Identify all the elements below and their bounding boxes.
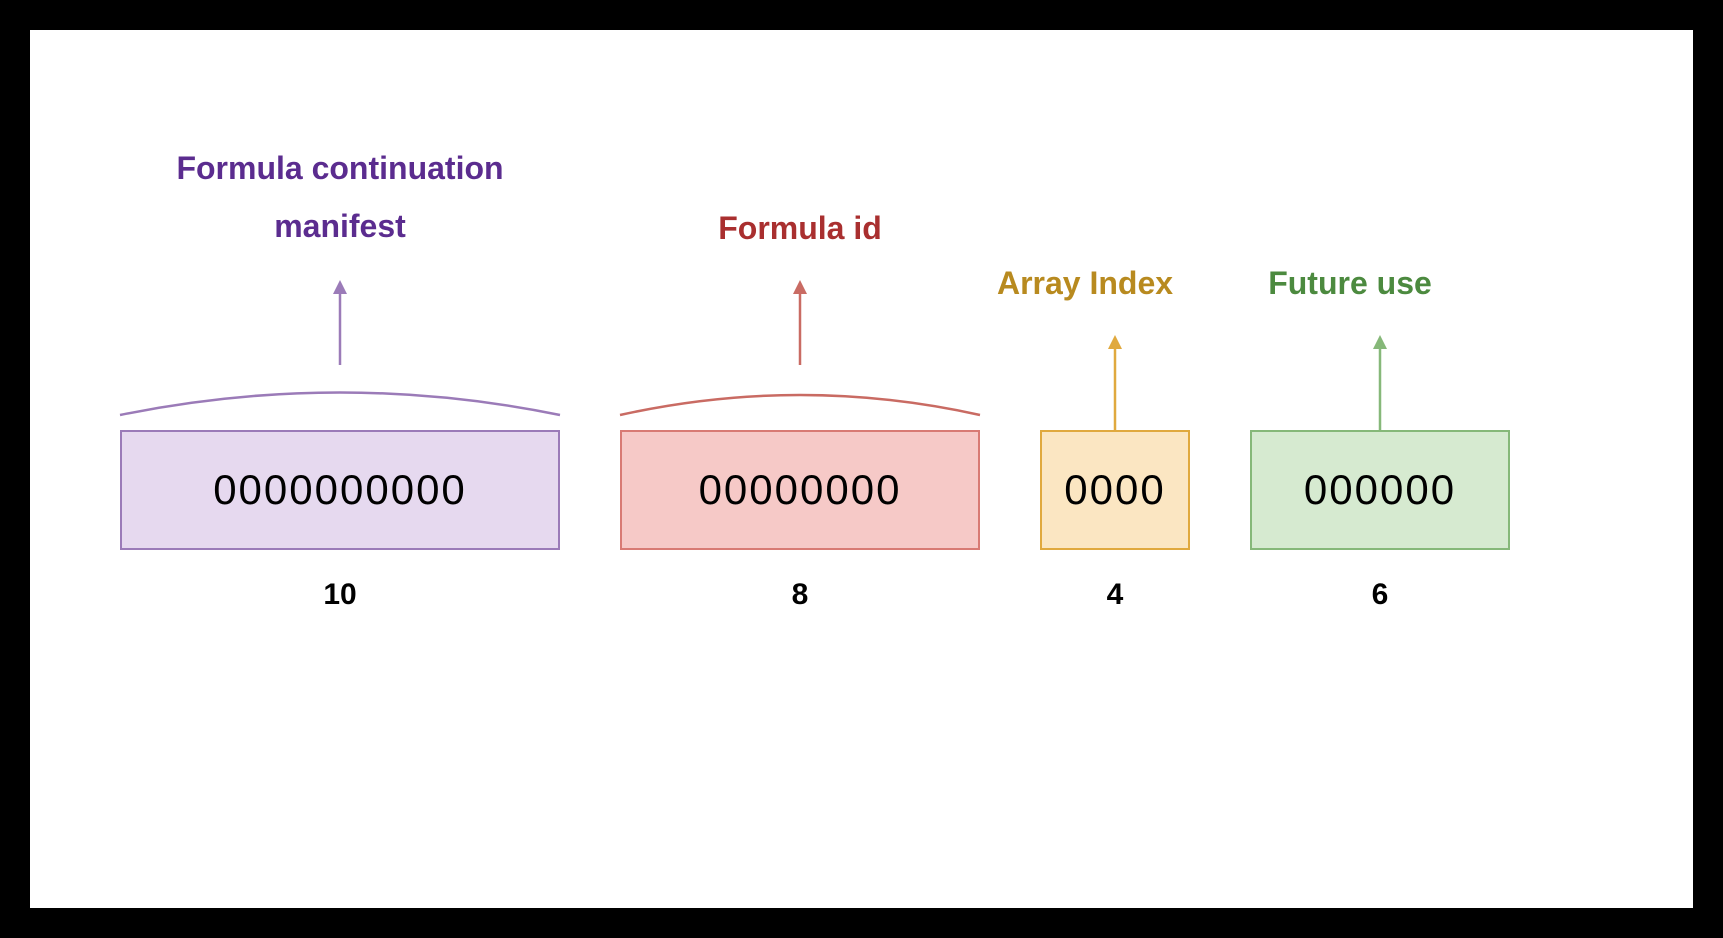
arrow-connector (790, 280, 810, 365)
array-index-field: 0000 4 (1040, 430, 1190, 612)
outer-frame: Formula continuation manifest00000000001… (0, 0, 1723, 938)
brace-connector (620, 365, 980, 415)
diagram-canvas: Formula continuation manifest00000000001… (30, 30, 1693, 908)
arrow-connector (1105, 335, 1125, 430)
array-index-box: 0000 (1040, 430, 1190, 550)
future-use-field: 000000 6 (1250, 430, 1510, 612)
formula-id-count: 8 (620, 578, 980, 612)
formula-id-field: 00000000 8 (620, 430, 980, 612)
array-index-label: Array Index (970, 255, 1200, 313)
formula-continuation-manifest-field: 0000000000 10 (120, 430, 560, 612)
future-use-box: 000000 (1250, 430, 1510, 550)
formula-id-label: Formula id (620, 200, 980, 258)
formula-id-box: 00000000 (620, 430, 980, 550)
arrow-connector (1370, 335, 1390, 430)
future-use-count: 6 (1250, 578, 1510, 612)
formula-continuation-manifest-count: 10 (120, 578, 560, 612)
arrow-connector (330, 280, 350, 365)
brace-connector (120, 365, 560, 415)
array-index-count: 4 (1040, 578, 1190, 612)
formula-continuation-manifest-box: 0000000000 (120, 430, 560, 550)
future-use-label: Future use (1220, 255, 1480, 313)
formula-continuation-manifest-label: Formula continuation manifest (120, 140, 560, 255)
